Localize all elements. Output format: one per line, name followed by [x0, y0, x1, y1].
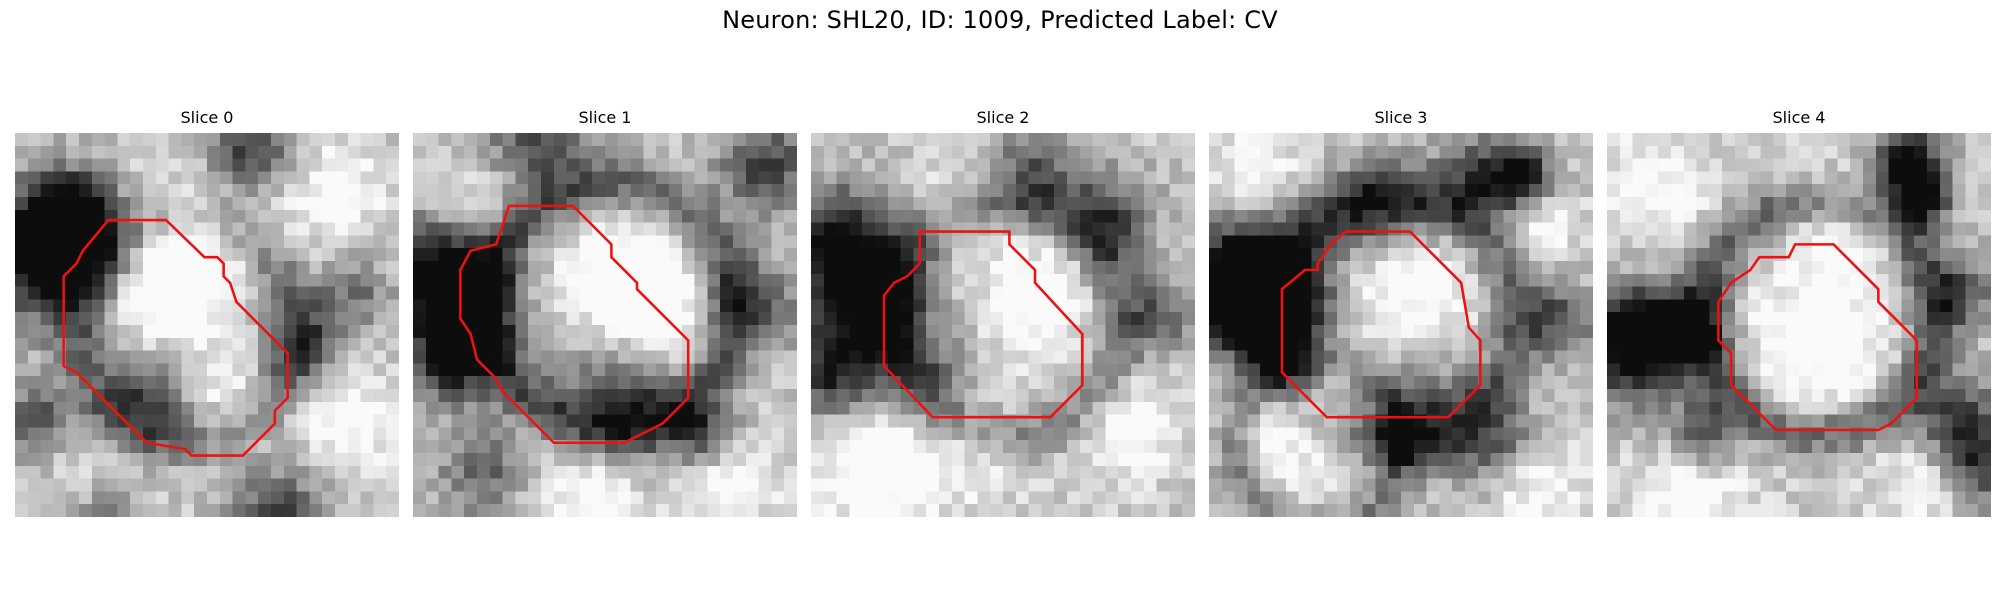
- slice-image-0: [15, 133, 399, 517]
- slice-pixels-4: [1607, 133, 1991, 517]
- slice-image-2: [811, 133, 1195, 517]
- slice-pixels-2: [811, 133, 1195, 517]
- slice-title-3: Slice 3: [1374, 108, 1428, 127]
- slice-pixels-3: [1209, 133, 1593, 517]
- segmentation-contour-1: [459, 204, 690, 445]
- slice-image-3: [1209, 133, 1593, 517]
- segmentation-contour-3: [1280, 230, 1482, 419]
- slice-pixels-1: [413, 133, 797, 517]
- slice-pixels-0: [15, 133, 399, 517]
- slice-title-2: Slice 2: [976, 108, 1030, 127]
- slice-title-4: Slice 4: [1772, 108, 1826, 127]
- slice-title-0: Slice 0: [180, 108, 234, 127]
- slice-title-1: Slice 1: [578, 108, 632, 127]
- segmentation-contour-4: [1717, 243, 1919, 432]
- slice-image-4: [1607, 133, 1991, 517]
- segmentation-contour-0: [62, 218, 289, 457]
- slice-image-1: [413, 133, 797, 517]
- segmentation-contour-2: [882, 230, 1084, 419]
- figure-title: Neuron: SHL20, ID: 1009, Predicted Label…: [722, 6, 1278, 34]
